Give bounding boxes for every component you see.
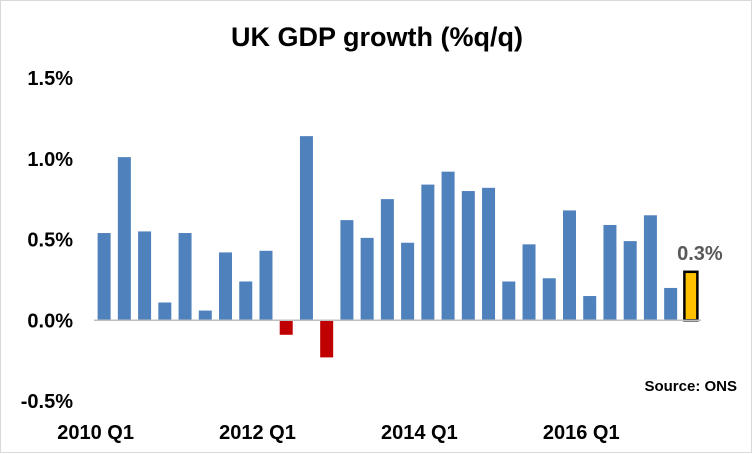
bar (239, 281, 253, 321)
bar (623, 241, 637, 321)
bar (340, 220, 354, 321)
bar (360, 237, 374, 321)
bar (219, 252, 233, 321)
x-tick-label: 2014 Q1 (381, 422, 458, 444)
bar (562, 210, 576, 321)
bars (97, 136, 699, 358)
x-tick-label: 2010 Q1 (57, 422, 134, 444)
y-tick-label: -0.5% (21, 391, 73, 413)
bar (97, 233, 111, 321)
y-axis: -0.5% 0.0% 0.5% 1.0% 1.5% (21, 68, 73, 413)
bar (320, 320, 334, 358)
bar (158, 302, 172, 321)
bar (279, 320, 293, 335)
bar (117, 157, 131, 321)
bar (421, 184, 435, 321)
bar (583, 296, 597, 321)
y-tick-label: 1.5% (27, 68, 73, 90)
bar-highlighted (683, 270, 699, 322)
data-labels: 0.3% (677, 243, 723, 265)
bar (522, 244, 536, 321)
bar (664, 287, 678, 321)
y-tick-label: 1.0% (27, 149, 73, 171)
bar (401, 242, 415, 321)
bar (178, 233, 192, 321)
x-tick-label: 2016 Q1 (543, 422, 620, 444)
bar (299, 136, 313, 321)
bar (259, 250, 273, 321)
bar (138, 231, 152, 321)
y-tick-label: 0.0% (27, 310, 73, 332)
x-tick-label: 2012 Q1 (219, 422, 296, 444)
y-tick-label: 0.5% (27, 230, 73, 252)
chart-title: UK GDP growth (%q/q) (231, 22, 523, 52)
bar (482, 187, 496, 321)
bar (198, 310, 212, 321)
bar (603, 224, 617, 321)
source-annotation: Source: ONS (644, 378, 737, 395)
bar (380, 199, 394, 321)
bar (441, 171, 455, 321)
bar (542, 278, 556, 321)
data-label: 0.3% (677, 243, 723, 265)
bar (643, 215, 657, 321)
bar (461, 191, 475, 321)
x-axis: 2010 Q1 2012 Q1 2014 Q1 2016 Q1 (57, 422, 619, 444)
bar (502, 281, 516, 321)
